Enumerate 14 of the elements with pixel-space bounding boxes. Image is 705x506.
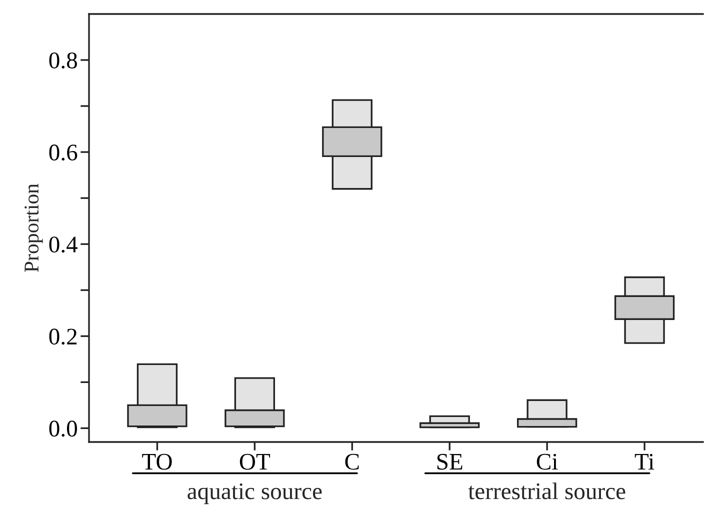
x-tick-label: SE — [437, 454, 462, 470]
text: terrestrial source — [468, 482, 626, 500]
y-tick-label: 0.4 — [49, 236, 78, 253]
x-tick-label: TO — [142, 454, 172, 470]
x-tick-label: Ti — [634, 454, 654, 470]
y-tick-label: 0.0 — [49, 420, 77, 437]
y-axis-title: Proportion — [24, 184, 43, 272]
y-tick-label: 0.2 — [49, 328, 77, 345]
x-tick-label: OT — [240, 454, 270, 470]
text: aquatic source — [188, 483, 322, 504]
y-tick-label: 0.8 — [49, 52, 77, 69]
y-tick-label: 0.6 — [49, 144, 78, 161]
x-tick-label: Ci — [536, 454, 558, 470]
x-tick-label: C — [345, 454, 359, 470]
